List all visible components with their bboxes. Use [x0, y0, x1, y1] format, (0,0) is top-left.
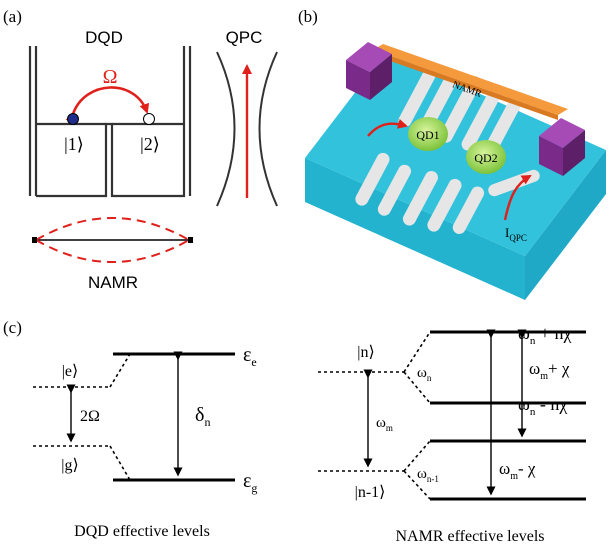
qpc-constriction: [216, 51, 278, 207]
namr-levels: [318, 329, 586, 501]
qd1-dot: [408, 117, 448, 151]
qd1-label: QD1: [416, 128, 439, 142]
substrate-top: [305, 52, 606, 256]
panel-b-tag: (b): [298, 7, 318, 26]
omega-n-label: ωn: [417, 365, 432, 383]
ket-n: |n⟩: [357, 344, 374, 361]
omega-m-minus-chi: ωm- χ: [499, 459, 536, 482]
ket-n-minus-1: |n-1⟩: [355, 484, 386, 501]
omega-m-plus-chi: ωm+ χ: [529, 359, 570, 382]
mid-level-label: ωn - nχ: [518, 394, 567, 418]
panel-c-tag: (c): [3, 318, 22, 337]
qd2-dot: [466, 140, 506, 174]
contact-pad-right: [539, 118, 585, 176]
dqd-caption: DQD effective levels: [74, 523, 210, 540]
ket-e: |e⟩: [62, 363, 79, 380]
substrate-right-side: [525, 150, 606, 300]
ket-2: |2⟩: [140, 134, 160, 154]
ket-1: |1⟩: [64, 134, 84, 154]
namr-caption: NAMR effective levels: [396, 528, 545, 545]
namr-beam: [32, 217, 193, 263]
top-level-label: ωn + nχ: [518, 323, 572, 347]
ket-g: |g⟩: [61, 457, 78, 474]
contact-pad-left: [346, 42, 392, 100]
delta-n: δn: [195, 404, 210, 429]
namr-label-a: NAMR: [88, 273, 138, 292]
panel-c: (c) |e⟩ |g⟩ 2Ω δn εe εg DQD effective le…: [3, 318, 586, 545]
splitting-2omega: 2Ω: [80, 408, 100, 425]
current-label: IQPC: [505, 225, 527, 243]
omega-n-minus-1-label: ωn-1: [417, 466, 439, 484]
qd2-label: QD2: [474, 151, 497, 165]
panel-a: (a) DQD QPC Ω |1⟩ |2⟩: [3, 7, 278, 292]
qpc-title: QPC: [226, 28, 263, 47]
dqd-title: DQD: [85, 28, 123, 47]
namr-beam-bar: [373, 44, 568, 115]
incoming-current-arrow: [367, 118, 408, 137]
panel-b: (b) QD1 QD2: [298, 7, 606, 300]
panel-a-tag: (a): [3, 7, 22, 26]
omega-label: Ω: [103, 66, 118, 88]
electron-dot-1: [67, 113, 79, 125]
epsilon-g: εg: [243, 470, 257, 495]
dqd-levels: [33, 351, 235, 482]
omega-m-label: ωm: [376, 415, 393, 433]
gate-electrodes: [355, 63, 540, 234]
qpc-current-arrow-b: [503, 174, 532, 221]
empty-dot-2: [143, 113, 155, 125]
namr-beam-front: [373, 50, 558, 120]
coupling-arrow: [65, 86, 150, 124]
epsilon-e: εe: [243, 344, 257, 369]
